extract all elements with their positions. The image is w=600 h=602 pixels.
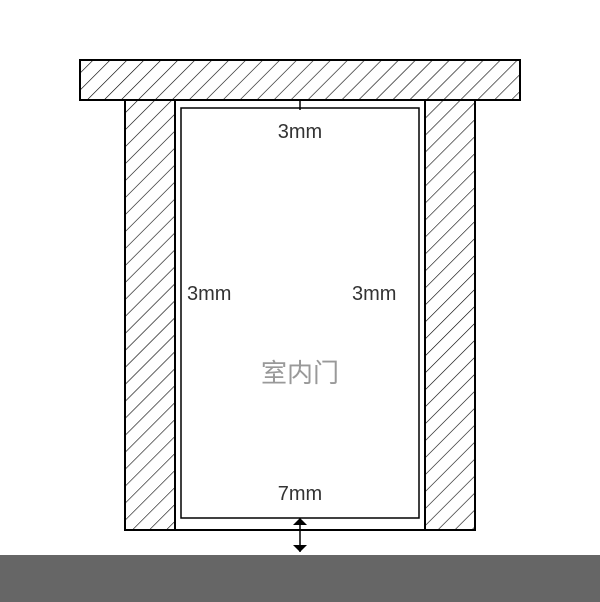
- gap-label-bottom: 7mm: [278, 483, 322, 505]
- door-gap-diagram: 3mm 3mm 3mm 7mm 室内门: [0, 0, 600, 602]
- lintel-beam: [80, 60, 520, 100]
- floor-slab: [0, 555, 600, 602]
- door-leaf: [181, 108, 419, 518]
- gap-label-right: 3mm: [352, 283, 396, 305]
- gap-label-left: 3mm: [187, 283, 231, 305]
- jamb-left: [125, 100, 175, 530]
- jamb-right: [425, 100, 475, 530]
- bottom-gap-arrow: [293, 518, 307, 552]
- door-center-label: 室内门: [261, 358, 339, 388]
- gap-label-top: 3mm: [278, 121, 322, 143]
